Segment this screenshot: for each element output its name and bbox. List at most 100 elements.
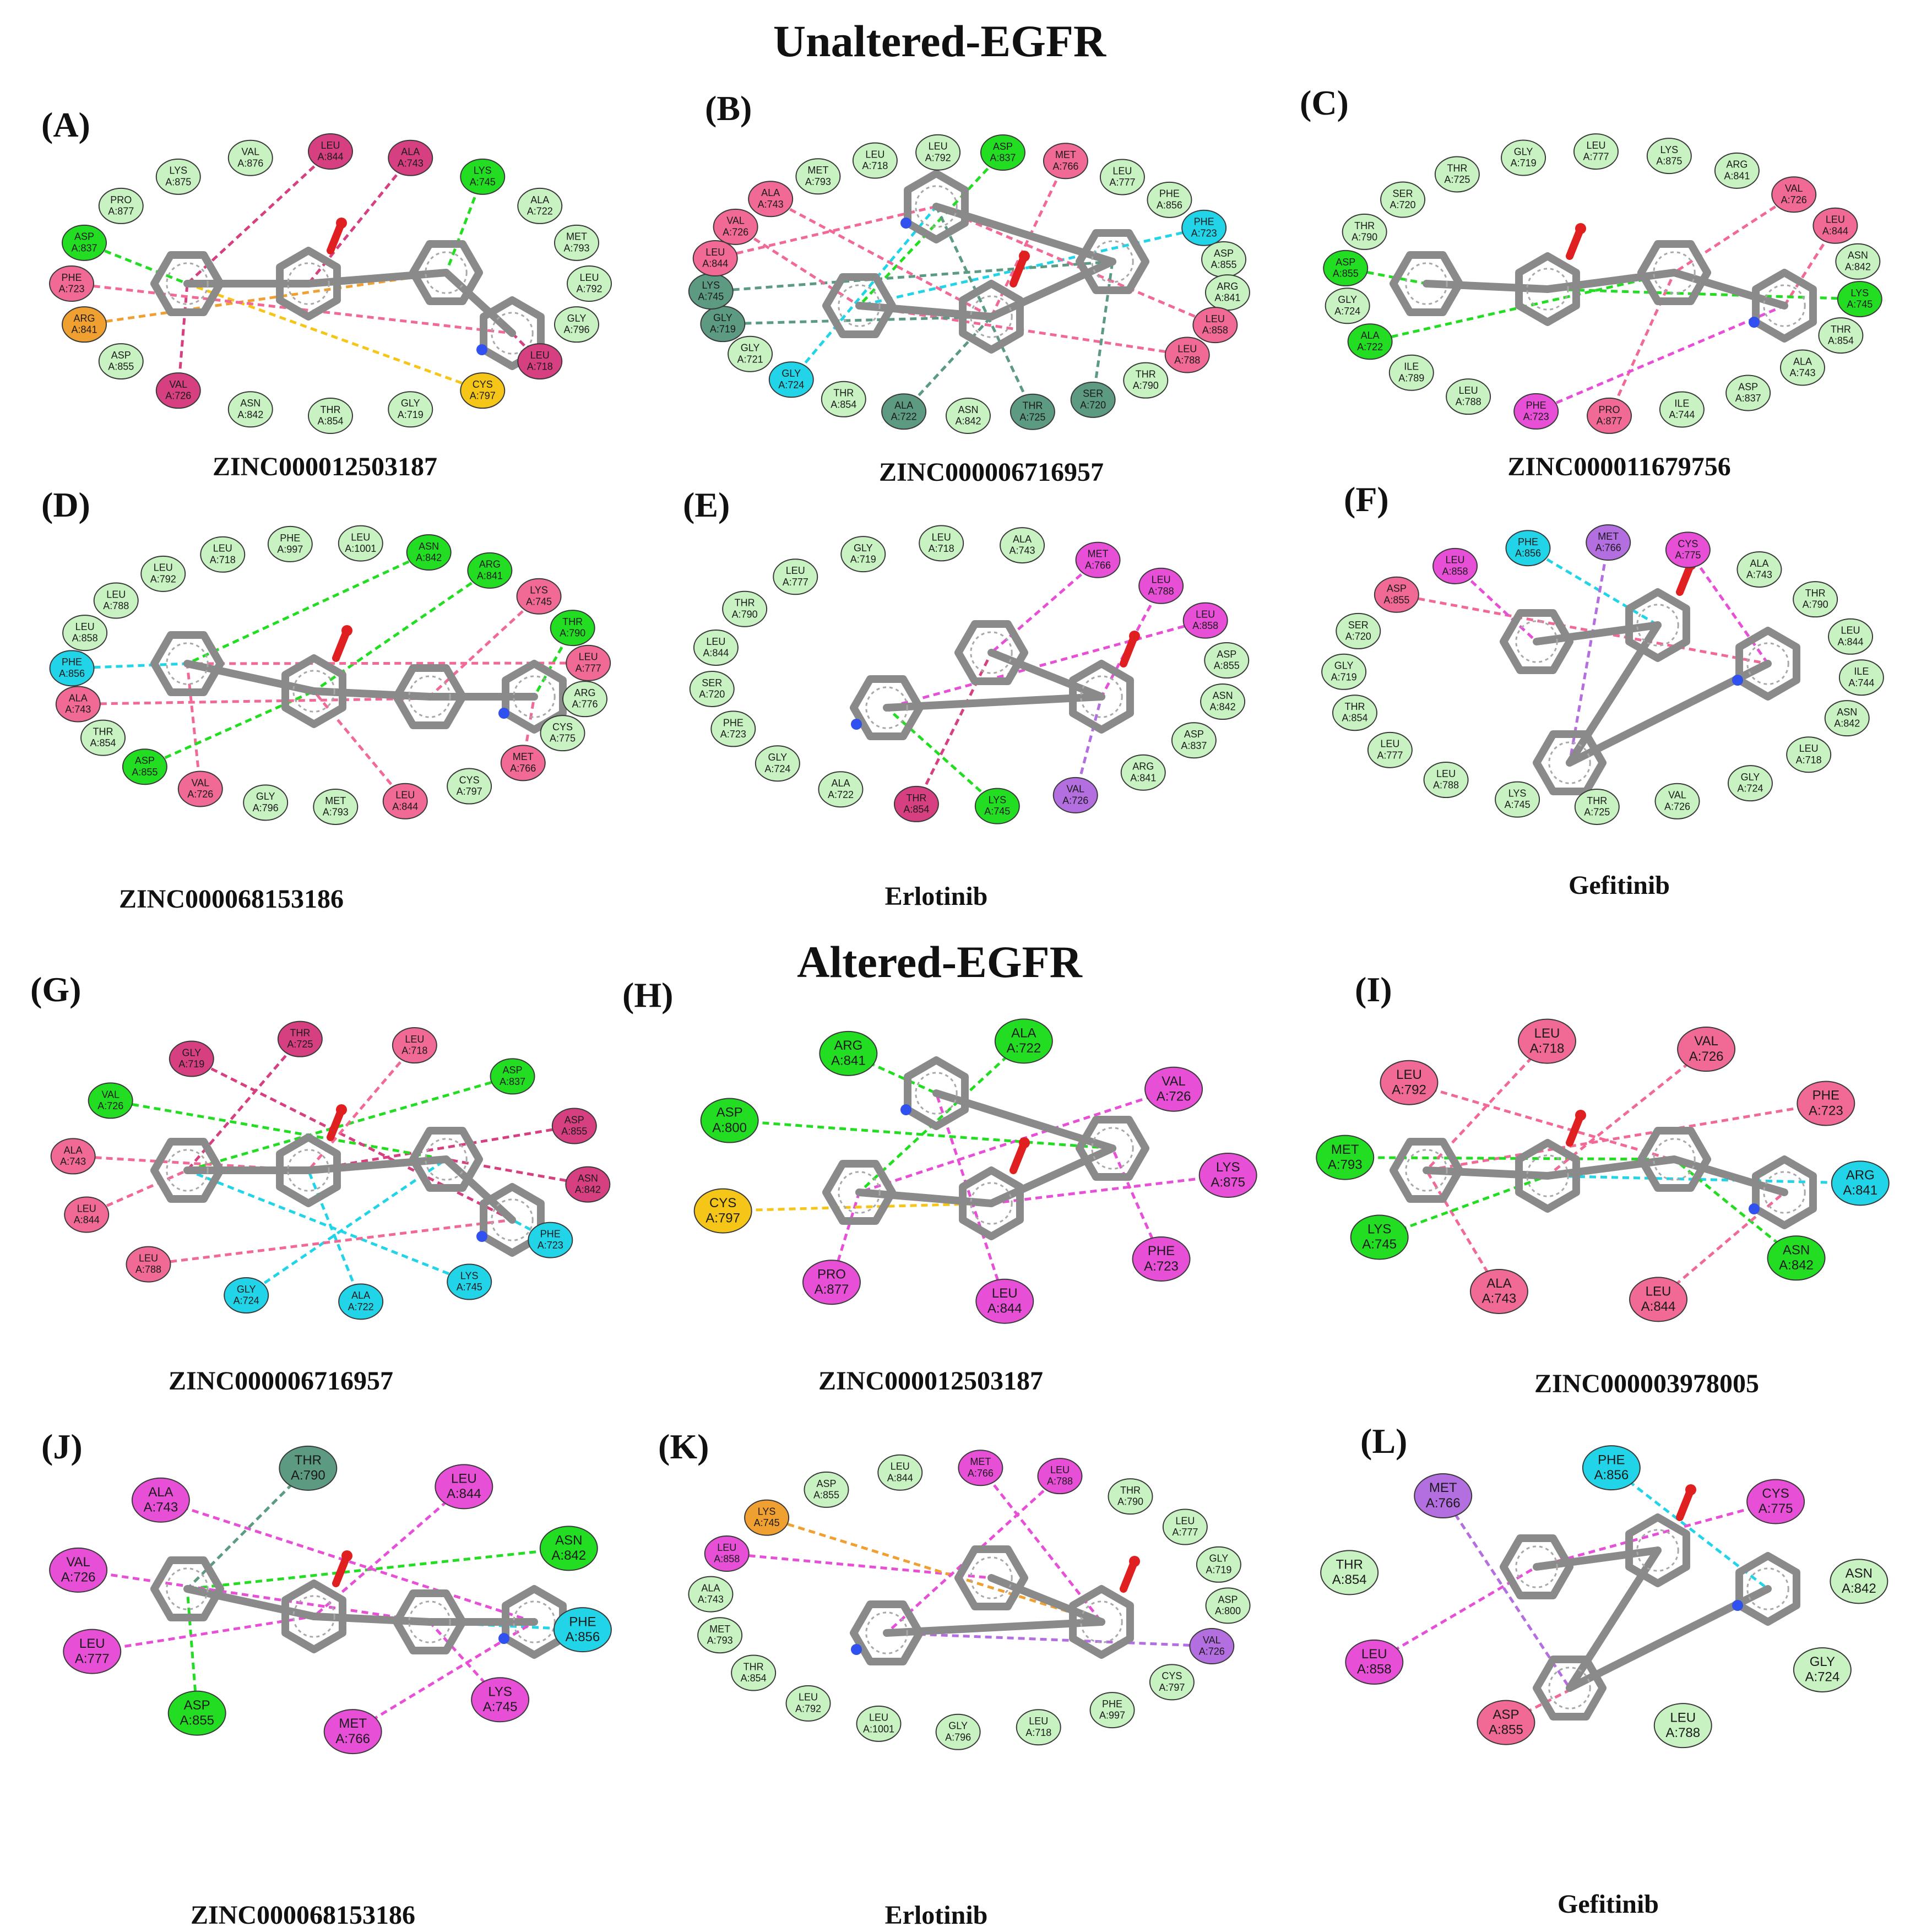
residue-disc xyxy=(945,397,991,434)
oxygen-atom xyxy=(1685,1484,1696,1495)
residue-number: A:766 xyxy=(1426,1496,1461,1511)
residue-number: A:745 xyxy=(470,176,496,187)
residue-number: A:718 xyxy=(1796,755,1822,766)
residue-disc xyxy=(1182,602,1228,639)
residue-disc xyxy=(1727,765,1773,802)
residue-disc xyxy=(516,578,562,615)
ligand-bond xyxy=(1423,280,1551,293)
residue-number: A:854 xyxy=(1828,335,1854,346)
ligand-ring xyxy=(409,240,483,305)
residue-number: A:797 xyxy=(1159,1682,1185,1693)
residue-disc xyxy=(567,265,612,302)
residue-name: PHE xyxy=(1518,536,1538,547)
residue-disc xyxy=(243,784,289,821)
residue-number: A:726 xyxy=(1689,1049,1724,1064)
interaction-line xyxy=(245,1158,447,1297)
residue-disc xyxy=(1016,1709,1061,1746)
residue-disc xyxy=(551,1108,597,1144)
residue-name: PHE xyxy=(1812,1088,1839,1103)
residue-name: LEU xyxy=(1050,1464,1070,1475)
residue-number: A:777 xyxy=(1377,750,1403,761)
residue-disc xyxy=(460,158,506,195)
residue-name: GLY xyxy=(1810,1654,1835,1669)
aromatic-circle xyxy=(425,251,468,294)
residue-name: PHE xyxy=(569,1614,596,1629)
residue-number: A:854 xyxy=(741,1673,767,1684)
interaction-line xyxy=(886,707,998,807)
residue-name: ALA xyxy=(1011,1026,1036,1041)
residue-disc xyxy=(1320,1550,1379,1595)
residue-number: A:743 xyxy=(65,704,91,715)
residue-number: A:797 xyxy=(705,1211,740,1225)
residue-name: LEU xyxy=(1446,555,1465,566)
interaction-panel-f: ALAA:743THRA:790LEUA:844ILEA:744ASNA:842… xyxy=(1321,524,1884,825)
aromatic-circle xyxy=(970,631,1013,674)
residue-number: A:777 xyxy=(783,577,808,588)
residue-number: A:858 xyxy=(1442,566,1468,577)
nitrogen-atom xyxy=(498,708,509,719)
residue-name: MET xyxy=(1331,1142,1359,1157)
residue-number: A:855 xyxy=(1489,1722,1523,1737)
residue-number: A:793 xyxy=(805,176,831,187)
residue-disc xyxy=(693,1188,752,1234)
residue-name: LEU xyxy=(106,589,126,600)
residue-number: A:858 xyxy=(1202,325,1228,336)
interaction-line xyxy=(766,1516,1102,1624)
residue-name: GLY xyxy=(567,313,587,324)
residue-name: CYS xyxy=(1162,1670,1182,1681)
residue-number: A:792 xyxy=(925,152,951,163)
residue-number: A:788 xyxy=(1148,585,1174,596)
residue-number: A:744 xyxy=(1669,409,1695,420)
residue-name: THR xyxy=(1805,588,1826,599)
interaction-line xyxy=(886,1475,1061,1634)
residue-name: LEU xyxy=(1206,313,1225,324)
residue-number: A:837 xyxy=(1181,740,1207,751)
panel-letter-c: (C) xyxy=(1300,83,1349,122)
residue-name: ASP xyxy=(74,231,94,242)
oxygen-atom xyxy=(336,218,347,229)
residue-number: A:718 xyxy=(862,160,888,171)
residue-disc xyxy=(169,1040,214,1077)
residue-layer: GLYA:719ASPA:800VALA:726CYSA:797PHEA:997… xyxy=(688,1450,1251,1750)
residue-disc xyxy=(1835,243,1881,280)
residue-number: A:725 xyxy=(287,1039,313,1050)
residue-disc xyxy=(1147,181,1192,218)
residue-disc xyxy=(1477,1700,1535,1745)
interaction-line xyxy=(1673,193,1795,274)
residue-disc xyxy=(1189,1627,1235,1664)
residue-disc xyxy=(1837,281,1882,318)
residue-name: LYS xyxy=(488,1684,512,1699)
residue-name: ALA xyxy=(894,400,913,411)
residue-name: ASN xyxy=(578,1173,598,1184)
residue-number: A:743 xyxy=(60,1156,86,1167)
residue-disc xyxy=(500,745,546,782)
